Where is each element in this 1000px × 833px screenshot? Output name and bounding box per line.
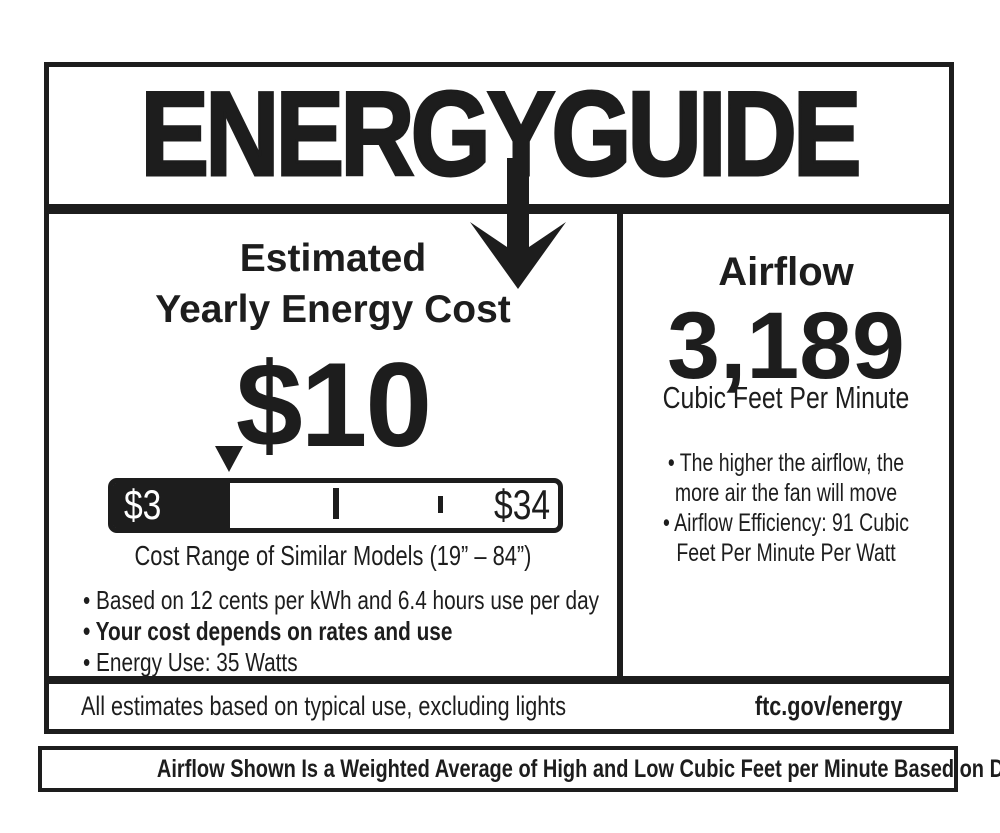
- list-item: • Your cost depends on rates and use: [83, 616, 453, 646]
- airflow-unit: Cubic Feet Per Minute: [662, 380, 910, 415]
- list-item: • Airflow Efficiency: 91 Cubic: [663, 509, 909, 537]
- energyguide-title: ENERGYGUIDE: [139, 66, 863, 202]
- airflow-notes-list: • The higher the airflow, the more air t…: [623, 448, 949, 568]
- cost-notes-list: • Based on 12 cents per kWh and 6.4 hour…: [83, 585, 643, 678]
- estimates-strip: All estimates based on typical use, excl…: [49, 684, 949, 729]
- estimates-note: All estimates based on typical use, excl…: [81, 691, 567, 721]
- title-divider: [44, 204, 954, 214]
- range-tick-upper: [438, 496, 443, 513]
- estimated-heading-line1: Estimated: [239, 237, 427, 280]
- downrod-disclaimer: Airflow Shown Is a Weighted Average of H…: [38, 746, 1000, 792]
- cost-range-caption: Cost Range of Similar Models (19” – 84”): [134, 540, 532, 571]
- cost-range-bar: $3 $34: [108, 478, 563, 533]
- yearly-cost-value: $10: [235, 338, 432, 472]
- estimated-heading-line2: Yearly Energy Cost: [155, 288, 511, 331]
- list-item: • The higher the airflow, the: [667, 449, 905, 477]
- cost-range-min-label: $3: [124, 481, 162, 528]
- list-item: • Based on 12 cents per kWh and 6.4 hour…: [83, 585, 600, 615]
- strip-divider: [44, 676, 954, 684]
- ftc-gov-energy-link: ftc.gov/energy: [755, 691, 903, 721]
- energy-guide-label: ENERGYGUIDE Estimated Yearly Energy Cost…: [44, 62, 954, 734]
- column-divider: [617, 214, 623, 676]
- cost-range-fill: [113, 483, 230, 528]
- list-item: • Energy Use: 35 Watts: [83, 647, 298, 677]
- airflow-value: 3,189: [667, 293, 905, 399]
- cost-marker-icon: [215, 446, 243, 472]
- downrod-disclaimer-text: Airflow Shown Is a Weighted Average of H…: [156, 755, 1000, 783]
- cost-range-max-label: $34: [493, 481, 550, 528]
- list-item: Feet Per Minute Per Watt: [676, 539, 896, 567]
- airflow-heading: Airflow: [718, 250, 854, 294]
- list-item: more air the fan will move: [674, 479, 898, 507]
- range-tick-mid: [333, 488, 339, 519]
